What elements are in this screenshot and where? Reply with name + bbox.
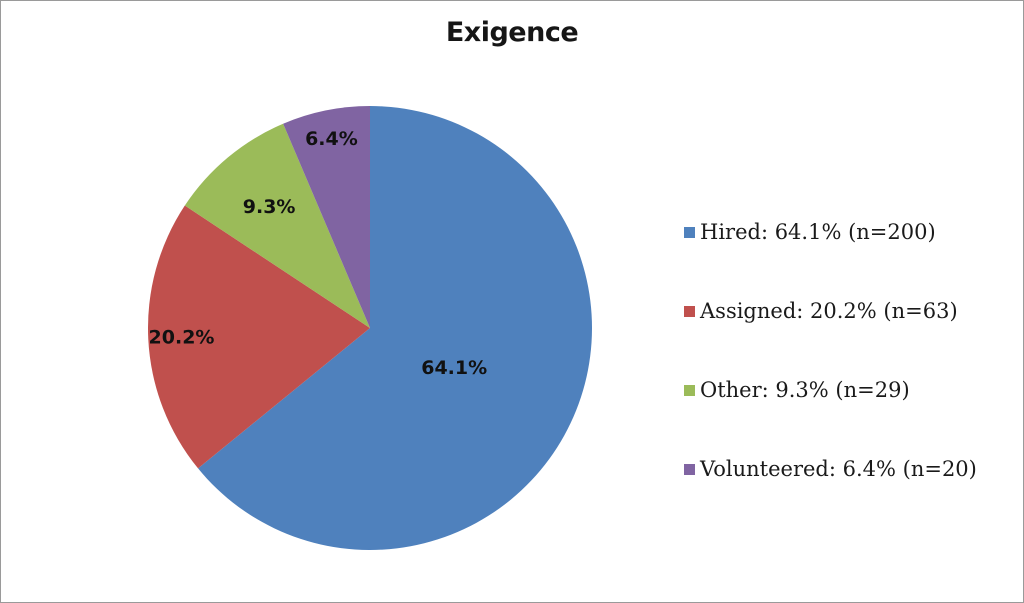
pie-slice-other [184, 123, 370, 328]
legend-label-assigned: Assigned: 20.2% (n=63) [700, 299, 958, 323]
legend-swatch-other [684, 384, 695, 396]
legend-swatch-hired [684, 226, 695, 238]
legend-item-hired: Hired: 64.1% (n=200) [684, 220, 977, 244]
slice-label-other: 9.3% [243, 196, 296, 218]
legend-label-volunteered: Volunteered: 6.4% (n=20) [700, 457, 977, 481]
legend-label-other: Other: 9.3% (n=29) [700, 378, 910, 402]
legend-item-assigned: Assigned: 20.2% (n=63) [684, 299, 977, 323]
pie-slice-volunteered [283, 106, 370, 328]
pie-slice-assigned [148, 205, 370, 469]
slice-label-hired: 64.1% [421, 357, 487, 379]
legend: Hired: 64.1% (n=200) Assigned: 20.2% (n=… [684, 220, 977, 481]
chart-title: Exigence [445, 17, 579, 48]
slice-label-volunteered: 6.4% [305, 128, 358, 150]
slice-label-assigned: 20.2% [149, 327, 215, 349]
legend-item-other: Other: 9.3% (n=29) [684, 378, 977, 402]
legend-swatch-assigned [684, 305, 695, 317]
legend-swatch-volunteered [684, 463, 695, 475]
pie-slice-hired [198, 106, 592, 550]
legend-item-volunteered: Volunteered: 6.4% (n=20) [684, 457, 977, 481]
legend-label-hired: Hired: 64.1% (n=200) [700, 220, 936, 244]
pie-chart: 64.1% 20.2% 9.3% 6.4% [148, 106, 592, 550]
